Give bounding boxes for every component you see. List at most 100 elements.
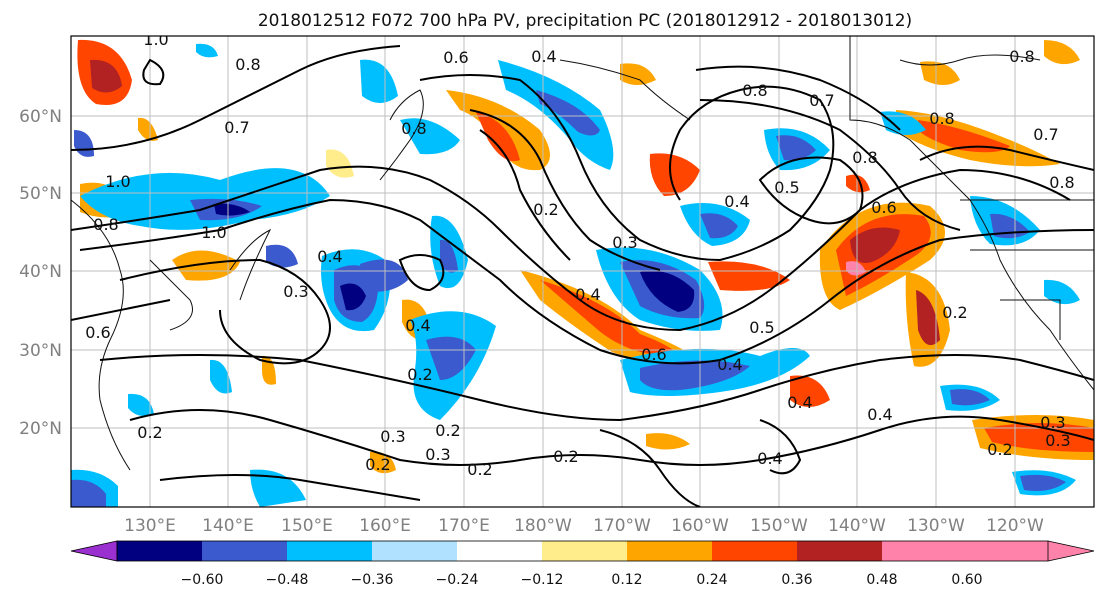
precip-negative-area [250, 469, 306, 507]
precip-negative-area [1044, 279, 1080, 305]
lat-label: 20°N [19, 419, 62, 439]
contour-label: 0.8 [93, 215, 118, 234]
precip-negative-area [71, 479, 106, 507]
contour-label: 0.3 [612, 233, 637, 252]
lon-label: 120°W [986, 516, 1044, 536]
contour-label: 0.2 [407, 365, 432, 384]
contour-label: 0.4 [575, 285, 600, 304]
latitude-labels: 60°N 50°N 40°N 30°N 20°N [19, 107, 62, 439]
map-gridlines [71, 36, 1094, 507]
contour-label: 0.6 [85, 323, 110, 342]
lon-label: 130°W [907, 516, 965, 536]
lon-label: 130°E [124, 516, 176, 536]
contour-label: 0.6 [443, 48, 468, 67]
precip-negative-area [440, 239, 458, 273]
colorbar-tick: −0.48 [266, 572, 309, 588]
precip-negative-area [196, 43, 218, 58]
precip-negative-area [360, 59, 398, 103]
precip-positive-area [920, 61, 960, 85]
lat-label: 30°N [19, 341, 62, 361]
precip-positive-area [918, 120, 1010, 153]
contour-label: 0.4 [757, 449, 782, 468]
contour-label: 0.3 [1045, 431, 1070, 450]
contour-label: 0.7 [1033, 125, 1058, 144]
map-frame [70, 35, 1095, 508]
contour-label: 0.4 [405, 316, 430, 335]
colorbar-swatch [287, 541, 372, 561]
precip-positive-area [646, 433, 690, 450]
colorbar-swatch [202, 541, 287, 561]
colorbar-tick: −0.36 [351, 572, 394, 588]
contour-label: 0.2 [137, 423, 162, 442]
contour-label: 1.0 [143, 30, 168, 49]
precip-negative-area [74, 130, 94, 157]
lon-label: 140°E [202, 516, 254, 536]
colorbar-tick: 0.36 [781, 572, 812, 588]
contour-label: 0.7 [809, 91, 834, 110]
contour-label: 0.3 [283, 282, 308, 301]
coastlines [71, 36, 1094, 471]
precip-positive-area [846, 261, 866, 276]
contour-label: 0.4 [717, 355, 742, 374]
precip-positive-area [708, 261, 790, 291]
contour-label: 0.8 [401, 119, 426, 138]
precip-negative-area [266, 244, 298, 268]
precip-positive-area [649, 153, 700, 196]
lon-label: 140°W [828, 516, 886, 536]
precip-negative-area [640, 270, 695, 312]
precip-positive-area [172, 250, 240, 281]
contour-label: 0.2 [942, 303, 967, 322]
lat-label: 40°N [19, 262, 62, 282]
lon-label: 150°W [750, 516, 808, 536]
figure-title: 2018012512 F072 700 hPa PV, precipitatio… [258, 11, 912, 31]
lat-label: 50°N [19, 184, 62, 204]
contour-label: 0.8 [852, 148, 877, 167]
contour-label: 0.8 [742, 81, 767, 100]
pv-contours [71, 45, 1094, 507]
precip-positive-area [90, 59, 122, 93]
contour-label: 0.6 [641, 345, 666, 364]
lon-label: 170°W [593, 516, 651, 536]
colorbar-swatch [712, 541, 797, 561]
contour-label: 0.3 [1040, 413, 1065, 432]
precip-positive-area [138, 117, 158, 141]
contour-label: 0.2 [435, 421, 460, 440]
precip-negative-area [214, 203, 250, 216]
contour-label: 0.5 [774, 178, 799, 197]
contour-label: 0.3 [425, 445, 450, 464]
contour-label: 0.8 [1049, 173, 1074, 192]
colorbar-swatch [797, 541, 882, 561]
precip-negative-area [700, 213, 738, 239]
contour-label: 1.0 [105, 172, 130, 191]
precip-positive-area [790, 375, 830, 407]
colorbar: −0.60 −0.48 −0.36 −0.24 −0.12 0.12 0.24 … [70, 540, 1095, 588]
colorbar-tick-labels: −0.60 −0.48 −0.36 −0.24 −0.12 0.12 0.24 … [181, 572, 983, 588]
colorbar-tick: −0.24 [436, 572, 479, 588]
contour-label: 0.2 [365, 455, 390, 474]
colorbar-extend-high [882, 541, 1094, 561]
precip-negative-area [400, 118, 460, 155]
contour-label: 0.8 [929, 109, 954, 128]
precip-negative-area [536, 90, 600, 136]
colorbar-extend-low [70, 540, 118, 562]
precip-negative-area [950, 389, 990, 406]
precip-positive-area [984, 423, 1094, 452]
precip-negative-area [1020, 474, 1066, 491]
contour-label: 0.3 [380, 427, 405, 446]
lon-label: 170°E [438, 516, 490, 536]
lon-label: 180°W [514, 516, 572, 536]
contour-label: 0.2 [533, 200, 558, 219]
contour-label: 0.2 [987, 440, 1012, 459]
contour-label: 0.6 [871, 198, 896, 217]
colorbar-tick: 0.12 [611, 572, 642, 588]
contour-label: 0.2 [553, 447, 578, 466]
longitude-labels: 130°E 140°E 150°E 160°E 170°E 180°W 170°… [124, 516, 1044, 536]
lon-label: 160°E [359, 516, 411, 536]
contour-labels: 1.0 0.8 0.6 0.4 0.8 0.7 0.7 1.0 0.8 0.8 … [85, 30, 1074, 479]
contour-label: 0.4 [317, 247, 342, 266]
precip-negative-area [128, 393, 154, 416]
contour-label: 0.7 [224, 118, 249, 137]
contour-label: 0.4 [724, 192, 749, 211]
precip-positive-area [916, 290, 940, 346]
